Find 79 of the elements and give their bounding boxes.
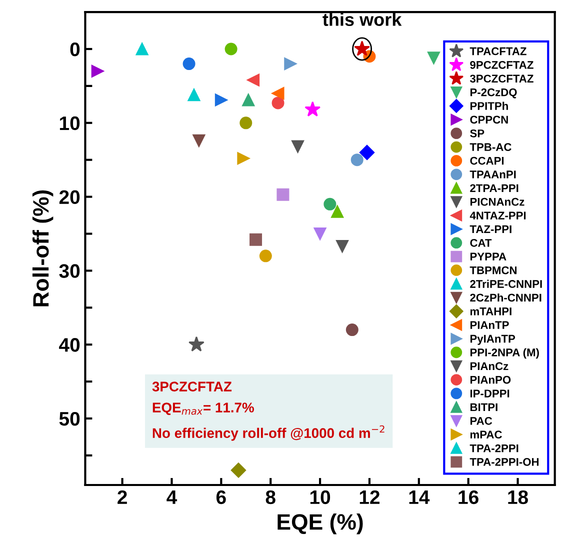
point <box>247 74 260 86</box>
point <box>427 52 440 64</box>
legend-label: PyIAnTP <box>470 334 516 345</box>
legend-label: TPA-2PPI-OH <box>470 458 539 466</box>
legend-label: SP <box>470 129 484 138</box>
annotation: 3PCZCFTAZ EQE$_{max}$= 11.7% No efficiency roll-off @1000 cd m$^{−2}$ <box>152 382 384 441</box>
legend-label: mTAHPI <box>470 308 512 316</box>
x-tick-label: 14 <box>409 490 430 504</box>
point <box>91 64 104 78</box>
x-tick-label: 16 <box>458 490 478 504</box>
point <box>242 94 255 106</box>
point <box>336 240 349 253</box>
point <box>188 336 204 352</box>
point <box>192 134 206 147</box>
x-axis-title: EQE (%) <box>278 514 363 534</box>
x-tick-label: 6 <box>216 490 226 504</box>
y-tick-label: 30 <box>59 264 80 278</box>
point <box>350 154 364 166</box>
point <box>214 94 228 106</box>
point <box>272 87 284 100</box>
x-tick-label: 2 <box>118 490 127 504</box>
point <box>304 101 321 116</box>
legend-label: PIAnTP <box>470 321 509 329</box>
point <box>284 58 297 70</box>
legend-label: 3PCZCFTAZ <box>470 74 534 83</box>
point <box>346 324 358 336</box>
point <box>224 42 238 56</box>
legend-label: P-2CzDQ <box>470 88 517 98</box>
x-tick-label: 10 <box>310 490 330 504</box>
legend-label: TAZ-PPI <box>470 225 512 234</box>
legend-label: PIAnPO <box>470 376 511 384</box>
point <box>136 42 148 56</box>
point <box>250 233 262 246</box>
point <box>240 116 252 130</box>
legend-label: CAT <box>470 238 492 247</box>
x-tick-label: 18 <box>508 490 528 504</box>
point <box>182 58 196 70</box>
y-tick-label: 50 <box>59 412 80 426</box>
point <box>359 144 375 160</box>
legend-label: TPB-AC <box>470 143 512 152</box>
legend-label: TBPMCN <box>470 266 517 274</box>
legend-label: TPA-2PPI <box>470 444 518 452</box>
legend-label: 2TPA-PPI <box>470 184 518 192</box>
point <box>237 152 250 165</box>
legend-label: PYPPA <box>470 252 506 260</box>
legend-label: IP-DPPI <box>470 390 510 398</box>
legend-label: mPAC <box>470 430 502 439</box>
y-tick-label: 10 <box>60 116 80 130</box>
y-axis-title: Roll-off (%) <box>32 190 54 306</box>
legend-label: CPPCN <box>470 116 508 124</box>
legend-label: 2TriPE-CNNPI <box>470 280 542 288</box>
legend-label: PAC <box>470 416 492 425</box>
legend-label: 4NTAZ-PPI <box>470 212 526 220</box>
legend-label: PIAnCz <box>470 362 508 370</box>
point <box>314 227 326 240</box>
legend-label: TPAAnPI <box>470 170 516 178</box>
point <box>188 88 200 102</box>
annotation: this work <box>322 12 402 26</box>
legend-label: PPI-2NPA (M) <box>470 348 539 359</box>
y-tick-label: 20 <box>59 190 80 204</box>
legend-label: CCAPI <box>470 156 504 165</box>
point <box>230 462 246 478</box>
point <box>324 198 336 210</box>
legend-label: 2CzPh-CNNPI <box>470 293 542 302</box>
point <box>259 250 272 262</box>
legend-label: 9PCZCFTAZ <box>470 61 534 69</box>
x-tick-label: 12 <box>360 490 380 504</box>
point <box>292 140 304 153</box>
x-tick-label: 4 <box>166 490 178 504</box>
legend-label: PICNAnCz <box>470 198 524 206</box>
point <box>272 96 284 110</box>
x-tick-label: 8 <box>266 490 276 504</box>
legend-label: BITPI <box>470 403 498 412</box>
y-tick-label: 40 <box>59 338 80 352</box>
y-tick-label: 0 <box>70 42 80 56</box>
legend-label: PPITPh <box>470 102 508 110</box>
legend-label: TPACFTAZ <box>470 47 526 56</box>
point <box>276 188 290 201</box>
point <box>331 205 344 218</box>
